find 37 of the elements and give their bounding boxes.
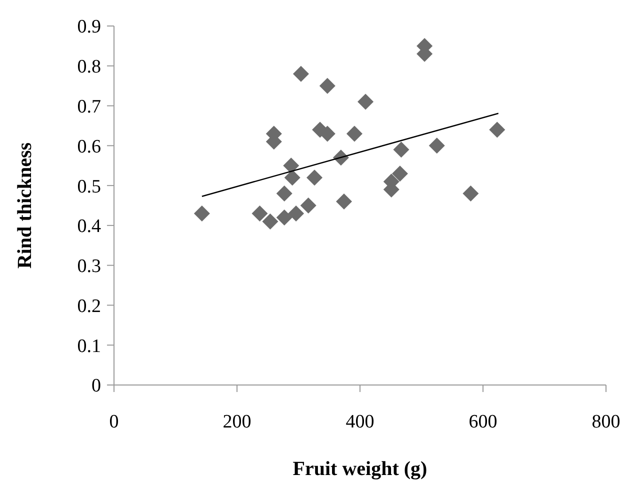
point <box>489 122 506 138</box>
point <box>393 142 410 158</box>
x-tick-label: 200 <box>222 411 252 432</box>
point <box>358 94 374 110</box>
point <box>292 66 309 82</box>
point <box>284 170 300 186</box>
x-tick-label: 0 <box>109 411 119 432</box>
x-tick-label: 800 <box>592 411 620 432</box>
y-tick-label: 0.5 <box>77 176 101 198</box>
point <box>392 166 408 182</box>
y-tick-label: 0.7 <box>77 96 101 118</box>
x-axis-title: Fruit weight (g) <box>292 458 428 480</box>
point <box>283 158 300 174</box>
x-tick-label: 400 <box>346 411 374 432</box>
point <box>288 205 304 222</box>
x-tick-label: 600 <box>468 411 498 432</box>
y-tick-label: 0.2 <box>77 296 101 317</box>
y-tick-label: 0.3 <box>77 256 101 278</box>
y-tick-label: 0.9 <box>77 16 101 38</box>
point <box>346 126 362 142</box>
point <box>319 78 336 94</box>
point <box>276 209 292 226</box>
point <box>462 186 479 202</box>
point <box>194 205 210 222</box>
point <box>252 205 268 222</box>
y-tick-label: 0 <box>92 376 101 397</box>
y-tick-label: 0.8 <box>77 56 101 78</box>
y-tick-label: 0.4 <box>77 216 102 238</box>
y-axis-title: Rind thickness <box>14 142 36 269</box>
point <box>300 198 316 214</box>
point <box>262 213 278 230</box>
y-tick-label: 0.6 <box>77 136 101 158</box>
point <box>336 194 352 210</box>
y-tick-label: 0.1 <box>77 336 101 357</box>
point <box>428 138 445 154</box>
point <box>306 170 322 186</box>
point <box>276 186 292 202</box>
